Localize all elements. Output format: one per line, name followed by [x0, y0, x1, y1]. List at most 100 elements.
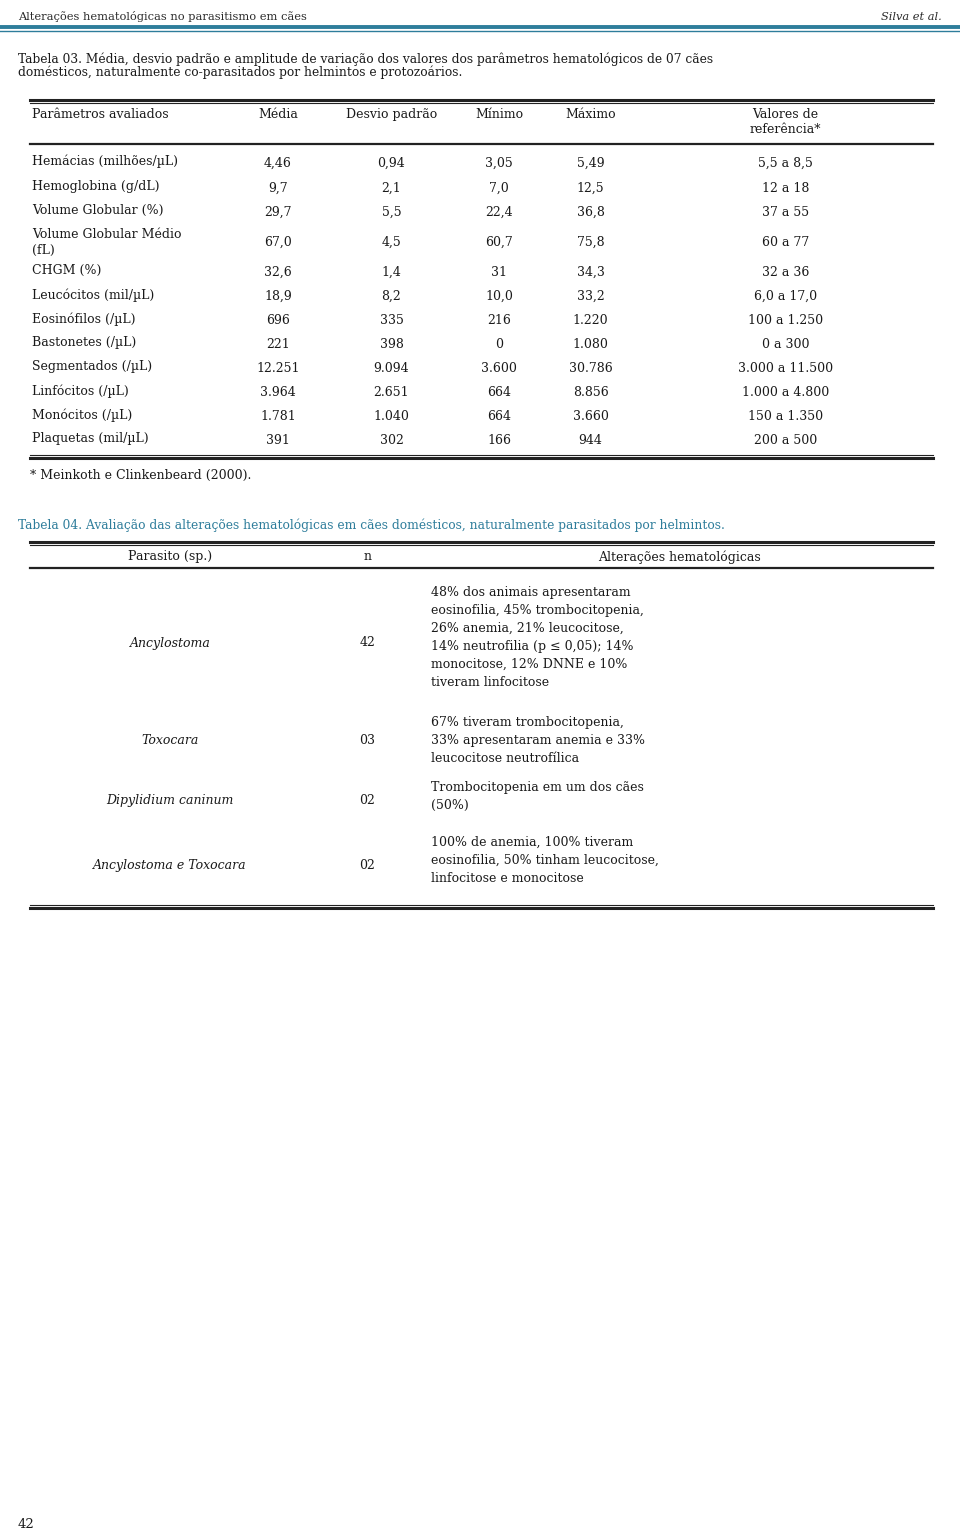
Text: 8.856: 8.856	[572, 385, 609, 399]
Text: 22,4: 22,4	[485, 205, 513, 219]
Text: 32 a 36: 32 a 36	[762, 265, 809, 279]
Text: 3.000 a 11.500: 3.000 a 11.500	[738, 362, 833, 374]
Text: 60 a 77: 60 a 77	[762, 236, 809, 248]
Text: 9.094: 9.094	[373, 362, 409, 374]
Text: 30.786: 30.786	[568, 362, 612, 374]
Text: 3.660: 3.660	[572, 410, 609, 422]
Text: Linfócitos (/µL): Linfócitos (/µL)	[32, 383, 129, 397]
Text: 1.781: 1.781	[260, 410, 296, 422]
Text: Plaquetas (mil/µL): Plaquetas (mil/µL)	[32, 433, 149, 445]
Text: 12 a 18: 12 a 18	[762, 182, 809, 194]
Text: Toxocara: Toxocara	[141, 735, 199, 747]
Text: 200 a 500: 200 a 500	[754, 433, 817, 447]
Text: 18,9: 18,9	[264, 290, 292, 302]
Text: 02: 02	[360, 795, 375, 807]
Text: Monócitos (/µL): Monócitos (/µL)	[32, 408, 132, 422]
Text: Tabela 03. Média, desvio padrão e amplitude de variação dos valores dos parâmetr: Tabela 03. Média, desvio padrão e amplit…	[18, 52, 713, 66]
Text: 150 a 1.350: 150 a 1.350	[748, 410, 823, 422]
Text: 0: 0	[495, 337, 503, 351]
Text: Desvio padrão: Desvio padrão	[346, 108, 437, 122]
Text: 1.040: 1.040	[373, 410, 409, 422]
Text: 5,49: 5,49	[577, 157, 604, 169]
Text: Silva et al.: Silva et al.	[881, 12, 942, 22]
Text: Ancylostoma: Ancylostoma	[130, 636, 210, 650]
Text: 31: 31	[491, 265, 507, 279]
Text: Segmentados (/µL): Segmentados (/µL)	[32, 360, 152, 373]
Text: 4,5: 4,5	[382, 236, 401, 248]
Text: Máximo: Máximo	[565, 108, 615, 122]
Text: 60,7: 60,7	[485, 236, 513, 248]
Text: 3.600: 3.600	[481, 362, 516, 374]
Text: 5,5: 5,5	[382, 205, 401, 219]
Text: 2,1: 2,1	[382, 182, 401, 194]
Text: 3,05: 3,05	[485, 157, 513, 169]
Text: 3.964: 3.964	[260, 385, 296, 399]
Text: Alterações hematológicas no parasitismo em cães: Alterações hematológicas no parasitismo …	[18, 11, 307, 23]
Text: Média: Média	[258, 108, 298, 122]
Text: CHGM (%): CHGM (%)	[32, 263, 102, 277]
Text: Ancylostoma e Toxocara: Ancylostoma e Toxocara	[93, 859, 247, 872]
Text: Tabela 04. Avaliação das alterações hematológicas em cães domésticos, naturalmen: Tabela 04. Avaliação das alterações hema…	[18, 517, 725, 531]
Text: 398: 398	[379, 337, 403, 351]
Text: 12.251: 12.251	[256, 362, 300, 374]
Text: Hemoglobina (g/dL): Hemoglobina (g/dL)	[32, 180, 159, 192]
Text: 302: 302	[379, 433, 403, 447]
Text: 32,6: 32,6	[264, 265, 292, 279]
Text: 03: 03	[359, 735, 375, 747]
Text: 67% tiveram trombocitopenia,
33% apresentaram anemia e 33%
leucocitose neutrofíl: 67% tiveram trombocitopenia, 33% apresen…	[431, 716, 645, 765]
Text: Volume Globular Médio
(fL): Volume Globular Médio (fL)	[32, 228, 181, 257]
Text: 6,0 a 17,0: 6,0 a 17,0	[754, 290, 817, 302]
Text: 216: 216	[487, 314, 511, 326]
Text: 664: 664	[487, 385, 511, 399]
Text: 100 a 1.250: 100 a 1.250	[748, 314, 823, 326]
Text: Valores de
referência*: Valores de referência*	[750, 108, 821, 136]
Text: 48% dos animais apresentaram
eosinofilia, 45% trombocitopenia,
26% anemia, 21% l: 48% dos animais apresentaram eosinofilia…	[431, 587, 644, 688]
Text: Volume Globular (%): Volume Globular (%)	[32, 203, 163, 217]
Text: 8,2: 8,2	[382, 290, 401, 302]
Text: 67,0: 67,0	[264, 236, 292, 248]
Text: 1.080: 1.080	[572, 337, 609, 351]
Text: 42: 42	[360, 636, 375, 650]
Text: 75,8: 75,8	[577, 236, 604, 248]
Text: Parasito (sp.): Parasito (sp.)	[128, 550, 212, 564]
Text: Trombocitopenia em um dos cães
(50%): Trombocitopenia em um dos cães (50%)	[431, 781, 644, 812]
Text: Mínimo: Mínimo	[475, 108, 523, 122]
Text: Eosinófilos (/µL): Eosinófilos (/µL)	[32, 313, 135, 325]
Text: 37 a 55: 37 a 55	[762, 205, 809, 219]
Text: 36,8: 36,8	[577, 205, 605, 219]
Text: 42: 42	[18, 1518, 35, 1531]
Text: 166: 166	[487, 433, 511, 447]
Text: 0,94: 0,94	[377, 157, 405, 169]
Text: Hemácias (milhões/µL): Hemácias (milhões/µL)	[32, 154, 178, 168]
Text: 1.220: 1.220	[573, 314, 609, 326]
Text: domésticos, naturalmente co-parasitados por helmintos e protozoários.: domésticos, naturalmente co-parasitados …	[18, 66, 463, 79]
Text: 391: 391	[266, 433, 290, 447]
Text: 34,3: 34,3	[577, 265, 605, 279]
Text: 100% de anemia, 100% tiveram
eosinofilia, 50% tinham leucocitose,
linfocitose e : 100% de anemia, 100% tiveram eosinofilia…	[431, 836, 659, 885]
Text: 12,5: 12,5	[577, 182, 604, 194]
Text: Leucócitos (mil/µL): Leucócitos (mil/µL)	[32, 288, 155, 302]
Text: 335: 335	[379, 314, 403, 326]
Text: 0 a 300: 0 a 300	[761, 337, 809, 351]
Text: Alterações hematológicas: Alterações hematológicas	[598, 550, 760, 564]
Text: 696: 696	[266, 314, 290, 326]
Text: 9,7: 9,7	[268, 182, 288, 194]
Text: 221: 221	[266, 337, 290, 351]
Text: 10,0: 10,0	[485, 290, 513, 302]
Text: 5,5 a 8,5: 5,5 a 8,5	[758, 157, 813, 169]
Text: Bastonetes (/µL): Bastonetes (/µL)	[32, 336, 136, 350]
Text: Parâmetros avaliados: Parâmetros avaliados	[32, 108, 169, 122]
Text: 1,4: 1,4	[381, 265, 401, 279]
Text: 29,7: 29,7	[264, 205, 292, 219]
Text: 1.000 a 4.800: 1.000 a 4.800	[742, 385, 829, 399]
Text: Dipylidium caninum: Dipylidium caninum	[107, 795, 233, 807]
Text: 664: 664	[487, 410, 511, 422]
Text: * Meinkoth e Clinkenbeard (2000).: * Meinkoth e Clinkenbeard (2000).	[30, 470, 252, 482]
Text: 7,0: 7,0	[490, 182, 509, 194]
Text: 944: 944	[579, 433, 603, 447]
Text: 2.651: 2.651	[373, 385, 409, 399]
Text: 02: 02	[360, 859, 375, 872]
Text: n: n	[364, 550, 372, 564]
Text: 4,46: 4,46	[264, 157, 292, 169]
Text: 33,2: 33,2	[577, 290, 605, 302]
